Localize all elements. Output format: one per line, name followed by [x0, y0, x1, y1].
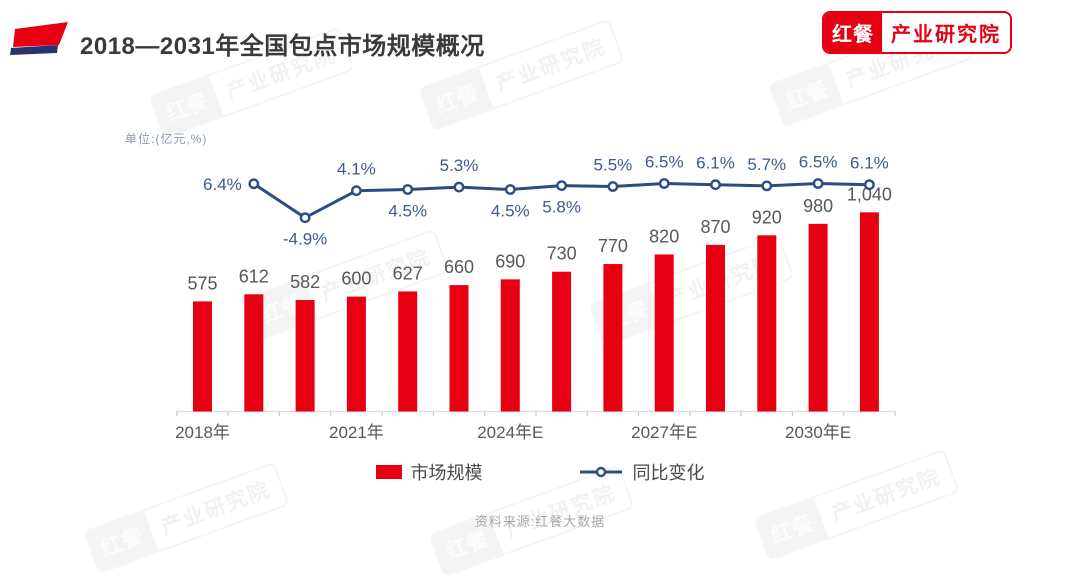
- line-point-label: 6.4%: [203, 175, 242, 194]
- bar-value-label: 870: [700, 217, 730, 237]
- line-point-label: 6.5%: [799, 153, 838, 172]
- page-title: 2018—2031年全国包点市场规模概况: [80, 33, 485, 60]
- brand-logo: 红餐 产业研究院: [822, 11, 1012, 54]
- bar: [808, 223, 828, 412]
- bar: [757, 235, 777, 412]
- bar-value-label: 660: [444, 257, 474, 277]
- line-point-marker: [402, 184, 414, 195]
- header: 2018—2031年全国包点市场规模概况 红餐 产业研究院: [0, 0, 1080, 70]
- chart-legend: 市场规模 同比变化: [0, 459, 1080, 485]
- legend-item-market-size: 市场规模: [375, 459, 483, 485]
- bar: [346, 296, 366, 412]
- line-point-label: 5.7%: [747, 155, 786, 174]
- bar: [449, 285, 469, 412]
- bar: [193, 301, 212, 412]
- bar: [706, 244, 725, 412]
- bar: [552, 271, 572, 412]
- bar: [244, 294, 264, 412]
- x-axis-label: 2024年E: [477, 423, 543, 442]
- x-axis-label: 2030年E: [785, 423, 851, 442]
- line-point-marker: [453, 181, 465, 193]
- line-point-marker: [812, 178, 824, 189]
- line-point-label: 6.1%: [696, 154, 735, 173]
- line-point-marker: [658, 178, 670, 189]
- bar-value-label: 690: [495, 251, 525, 271]
- x-axis-label: 2027年E: [631, 423, 697, 442]
- legend-label: 同比变化: [632, 463, 705, 483]
- line-series-swatch: [579, 466, 622, 478]
- bar: [654, 254, 674, 412]
- line-point-marker: [350, 185, 362, 197]
- bar-value-label: 600: [341, 269, 371, 289]
- line-point-marker: [248, 178, 260, 190]
- bar-value-label: 770: [598, 236, 628, 256]
- line-point-marker: [607, 181, 619, 192]
- line-point-marker: [761, 180, 773, 192]
- bar-value-label: 920: [752, 207, 782, 227]
- line-point-marker: [556, 180, 567, 192]
- line-point-label: 6.1%: [850, 154, 889, 173]
- line-point-label: 6.5%: [645, 153, 684, 172]
- bar-value-label: 627: [393, 263, 423, 283]
- title-flag-icon: [10, 22, 68, 55]
- line-point-label: 5.5%: [594, 156, 633, 175]
- legend-item-yoy-change: 同比变化: [578, 459, 705, 485]
- brand-logo-text: 产业研究院: [891, 24, 1001, 46]
- bar-value-label: 575: [187, 273, 217, 293]
- line-point-label: 4.1%: [337, 160, 376, 179]
- bar: [859, 212, 879, 412]
- bar: [398, 291, 418, 412]
- bar-value-label: 582: [290, 272, 320, 292]
- bar: [603, 264, 623, 412]
- bar-series-swatch: [375, 465, 402, 479]
- bar-value-label: 820: [649, 226, 679, 246]
- line-point-label: 4.5%: [388, 202, 427, 221]
- bar-value-label: 730: [547, 244, 577, 264]
- line-point-label: 4.5%: [491, 202, 530, 221]
- bar-value-label: 612: [239, 266, 269, 286]
- brand-logo-mark: 红餐: [824, 13, 882, 52]
- line-point-marker: [710, 179, 721, 191]
- line-point-marker: [299, 212, 311, 224]
- line-point-label: 5.8%: [542, 198, 581, 217]
- line-point-marker: [864, 179, 875, 191]
- line-point-marker: [504, 184, 516, 195]
- x-axis-label: 2018年: [175, 423, 230, 442]
- bar: [500, 279, 520, 412]
- line-point-label: -4.9%: [283, 230, 327, 249]
- line-point-label: 5.3%: [440, 156, 479, 175]
- legend-label: 市场规模: [410, 463, 483, 483]
- bar: [295, 300, 315, 412]
- bar-value-label: 1,040: [847, 184, 892, 204]
- unit-label: 单位:(亿元,%): [125, 132, 208, 146]
- x-axis-label: 2021年: [329, 423, 384, 442]
- source-note: 资料来源:红餐大数据: [474, 514, 606, 529]
- bar-value-label: 980: [803, 196, 833, 216]
